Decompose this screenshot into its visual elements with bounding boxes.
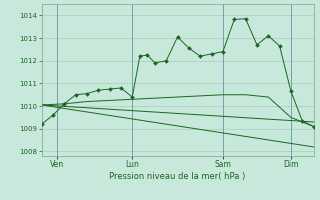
X-axis label: Pression niveau de la mer( hPa ): Pression niveau de la mer( hPa ) <box>109 172 246 181</box>
